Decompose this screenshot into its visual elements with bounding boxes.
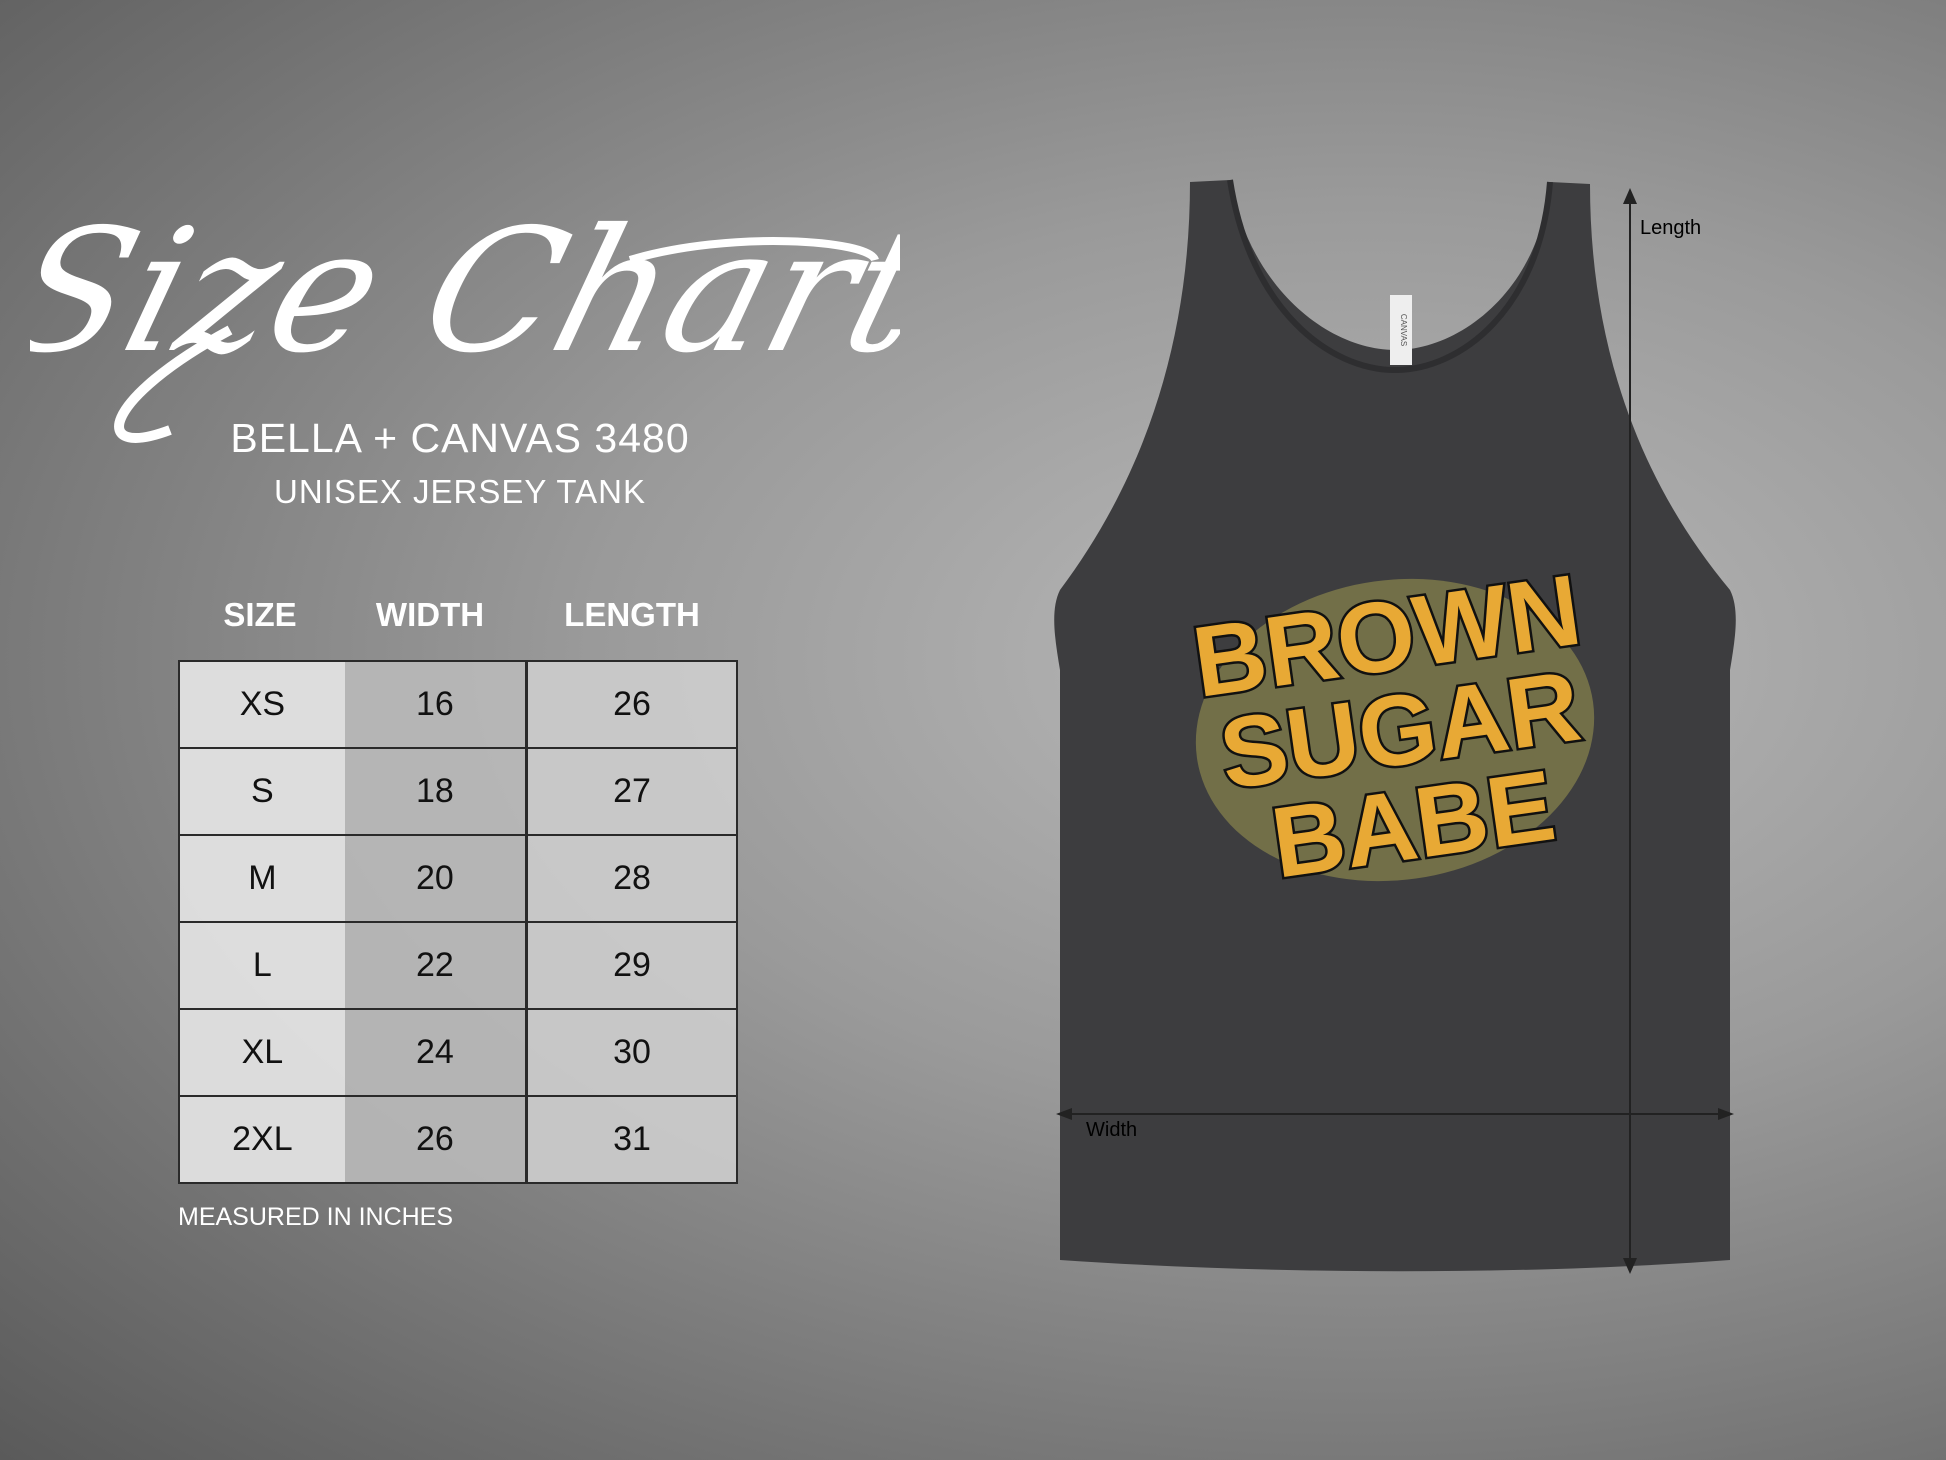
width-cell: 18 [344, 747, 527, 836]
tank-tag-text: CANVAS [1399, 314, 1408, 346]
size-cell: 2XL [178, 1095, 345, 1184]
size-cell: M [178, 834, 345, 923]
tank-body [1054, 180, 1736, 1272]
width-cell: 22 [344, 921, 527, 1010]
title-flourish [114, 325, 233, 443]
table-row: S 18 27 [178, 747, 739, 836]
header-length: LENGTH [564, 596, 700, 633]
width-cell: 16 [344, 660, 527, 749]
title-text: Size Chart [30, 200, 900, 390]
size-table: XS 16 26 S 18 27 M 20 28 L 22 29 XL 24 30 2XL 26 31 [178, 660, 739, 1184]
length-label: Length [1640, 217, 1701, 239]
length-cell: 31 [525, 1095, 739, 1184]
table-row: XS 16 26 [178, 660, 739, 749]
tank-tag [1390, 295, 1412, 365]
width-label: Width [1086, 1119, 1137, 1141]
header-width: WIDTH [375, 596, 485, 633]
width-cell: 24 [344, 1008, 527, 1097]
table-row: 2XL 26 31 [178, 1095, 739, 1184]
halftone-burst [1195, 578, 1595, 882]
table-row: XL 24 30 [178, 1008, 739, 1097]
length-cell: 27 [525, 747, 739, 836]
tank-neckline [1227, 179, 1553, 374]
length-cell: 26 [525, 660, 739, 749]
length-cell: 30 [525, 1008, 739, 1097]
product-model: BELLA + CANVAS 3480 [230, 415, 690, 461]
title-flourish [628, 237, 879, 264]
size-cell: S [178, 747, 345, 836]
size-chart-script-title: Size Chart [30, 200, 900, 443]
measurement-note: MEASURED IN INCHES [178, 1203, 454, 1231]
header-size: SIZE [223, 596, 297, 633]
length-cell: 28 [525, 834, 739, 923]
width-cell: 26 [344, 1095, 527, 1184]
size-cell: XS [178, 660, 345, 749]
length-cell: 29 [525, 921, 739, 1010]
table-row: L 22 29 [178, 921, 739, 1010]
size-cell: L [178, 921, 345, 1010]
tank-top-image: CANVAS BROWN SUGAR BABE Length Width [1054, 179, 1736, 1274]
width-cell: 20 [344, 834, 527, 923]
table-row: M 20 28 [178, 834, 739, 923]
product-type: UNISEX JERSEY TANK [274, 473, 646, 510]
size-cell: XL [178, 1008, 345, 1097]
